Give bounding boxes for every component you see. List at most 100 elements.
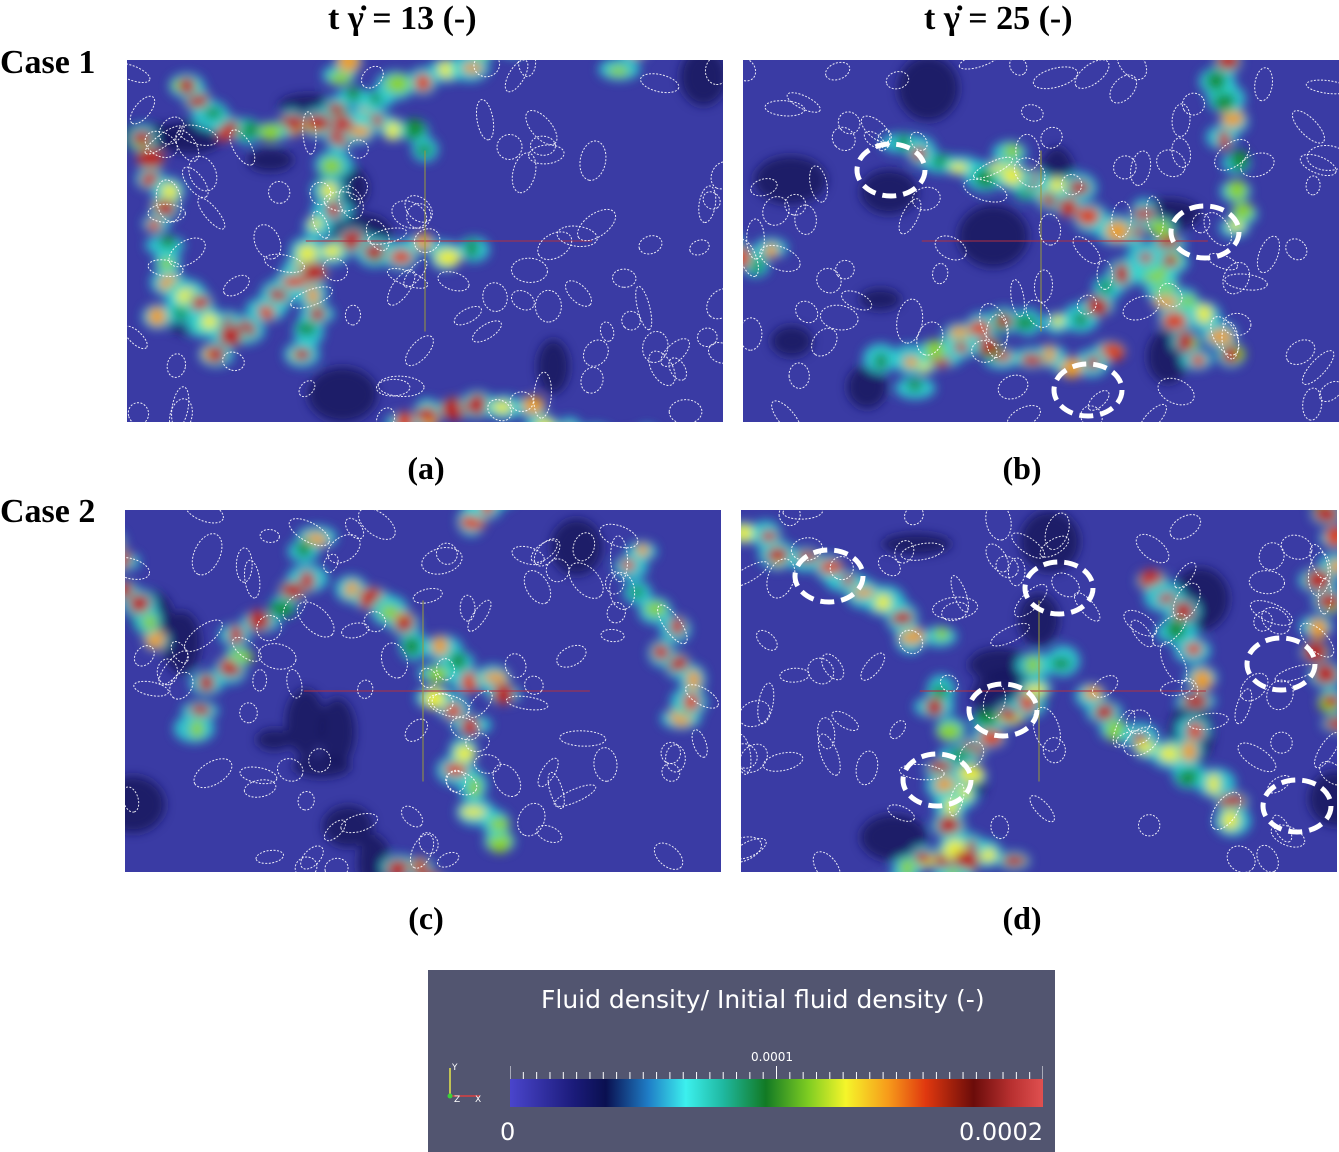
header-t13: t γ̇ = 13 (-) bbox=[328, 0, 477, 37]
particle-outline bbox=[807, 657, 835, 685]
particle-outline bbox=[1305, 175, 1321, 196]
particle-outline bbox=[1305, 79, 1339, 95]
particle-outline bbox=[1113, 155, 1137, 180]
particle-outline bbox=[1226, 845, 1256, 872]
particle-outline bbox=[256, 614, 283, 642]
particle-outline bbox=[741, 836, 763, 864]
particle-outline bbox=[509, 391, 534, 412]
particle-outline bbox=[660, 741, 681, 765]
particle-outline bbox=[525, 109, 558, 146]
particle-outline bbox=[1033, 269, 1053, 303]
particle-outline bbox=[599, 321, 615, 342]
axis-y-label: Y bbox=[451, 1063, 458, 1073]
highlight-circle bbox=[1051, 361, 1125, 419]
particle-outline bbox=[1280, 534, 1313, 560]
particle-outline bbox=[453, 305, 483, 326]
particle-outline bbox=[505, 695, 549, 711]
particle-outline bbox=[338, 185, 364, 220]
particle-outline bbox=[312, 210, 330, 239]
particle-outline bbox=[524, 675, 544, 695]
particle-outline bbox=[1272, 814, 1293, 843]
particle-outline bbox=[817, 717, 836, 750]
particle-outline bbox=[418, 667, 438, 689]
particle-outline bbox=[1254, 67, 1273, 102]
particle-outline bbox=[741, 837, 767, 860]
particle-outline bbox=[171, 386, 190, 422]
particle-outline bbox=[950, 575, 970, 613]
particle-outline bbox=[668, 357, 687, 381]
particle-outline bbox=[358, 510, 396, 540]
highlight-circle bbox=[792, 547, 866, 605]
particle-outline bbox=[1224, 273, 1268, 291]
particle-outline bbox=[579, 140, 607, 181]
particle-outline bbox=[188, 155, 218, 192]
particle-outline bbox=[691, 729, 708, 758]
particle-outline bbox=[1076, 294, 1097, 315]
particle-outline bbox=[482, 282, 508, 312]
particle-outline bbox=[404, 195, 433, 223]
particle-outline bbox=[559, 730, 607, 747]
particle-outline bbox=[795, 300, 819, 324]
particle-outline bbox=[577, 208, 617, 242]
particle-outline bbox=[446, 769, 467, 793]
particle-outline bbox=[169, 671, 194, 700]
particle-outline bbox=[1187, 712, 1229, 731]
particle-outline bbox=[973, 156, 1014, 179]
particle-outline bbox=[782, 510, 824, 520]
particle-outline bbox=[825, 61, 851, 81]
particle-outline bbox=[876, 129, 892, 152]
particle-outline bbox=[995, 555, 1019, 579]
particle-outline bbox=[437, 271, 470, 292]
particle-outline bbox=[1266, 679, 1294, 711]
particle-outline bbox=[1072, 236, 1101, 265]
particle-outline bbox=[1123, 609, 1158, 637]
particle-outline bbox=[1173, 562, 1197, 589]
particle-outline bbox=[1122, 295, 1160, 321]
particle-outline bbox=[530, 539, 558, 563]
particle-outline bbox=[1074, 60, 1110, 89]
particle-outline bbox=[610, 535, 629, 583]
particle-outline bbox=[811, 327, 838, 357]
particle-outline bbox=[568, 562, 604, 599]
particle-outline bbox=[572, 532, 596, 562]
particle-outline bbox=[471, 320, 502, 343]
particle-outline bbox=[1234, 688, 1253, 725]
particle-outline bbox=[1270, 731, 1293, 754]
particle-outline bbox=[537, 231, 573, 261]
particle-outline bbox=[916, 321, 944, 356]
particle-outline bbox=[759, 244, 801, 272]
particle-outline bbox=[222, 274, 250, 297]
particle-outline bbox=[252, 669, 268, 692]
particle-outline bbox=[605, 571, 625, 595]
particle-outline bbox=[1261, 607, 1291, 635]
particle-outline bbox=[1010, 279, 1025, 318]
particle-outline bbox=[193, 758, 233, 789]
highlight-circle bbox=[966, 681, 1040, 739]
particle-outline bbox=[1181, 92, 1206, 116]
panel-d-field bbox=[741, 510, 1337, 872]
particle-outline bbox=[282, 593, 307, 621]
particle-outline bbox=[1042, 737, 1066, 764]
particle-outline bbox=[939, 674, 959, 693]
particle-outline bbox=[599, 523, 639, 549]
particle-outline bbox=[855, 750, 879, 786]
particle-outline bbox=[606, 602, 626, 624]
particle-outline bbox=[412, 587, 443, 604]
particle-outline bbox=[467, 690, 493, 719]
particle-outline bbox=[889, 720, 907, 740]
particle-outline bbox=[403, 259, 428, 288]
particle-outline bbox=[409, 833, 435, 869]
particle-outline bbox=[1040, 126, 1063, 149]
particle-outline bbox=[127, 402, 150, 422]
particle-outline bbox=[794, 204, 817, 235]
particle-outline bbox=[816, 267, 842, 294]
particle-outline bbox=[347, 176, 368, 201]
axis-z-label: Z bbox=[454, 1095, 460, 1105]
particle-outline bbox=[1240, 152, 1275, 178]
particle-outline bbox=[1240, 672, 1269, 702]
particle-outline bbox=[812, 851, 841, 872]
particle-outline bbox=[528, 144, 565, 165]
particle-outline bbox=[156, 658, 179, 686]
particle-outline bbox=[1171, 103, 1191, 138]
particle-outline bbox=[1210, 791, 1242, 831]
